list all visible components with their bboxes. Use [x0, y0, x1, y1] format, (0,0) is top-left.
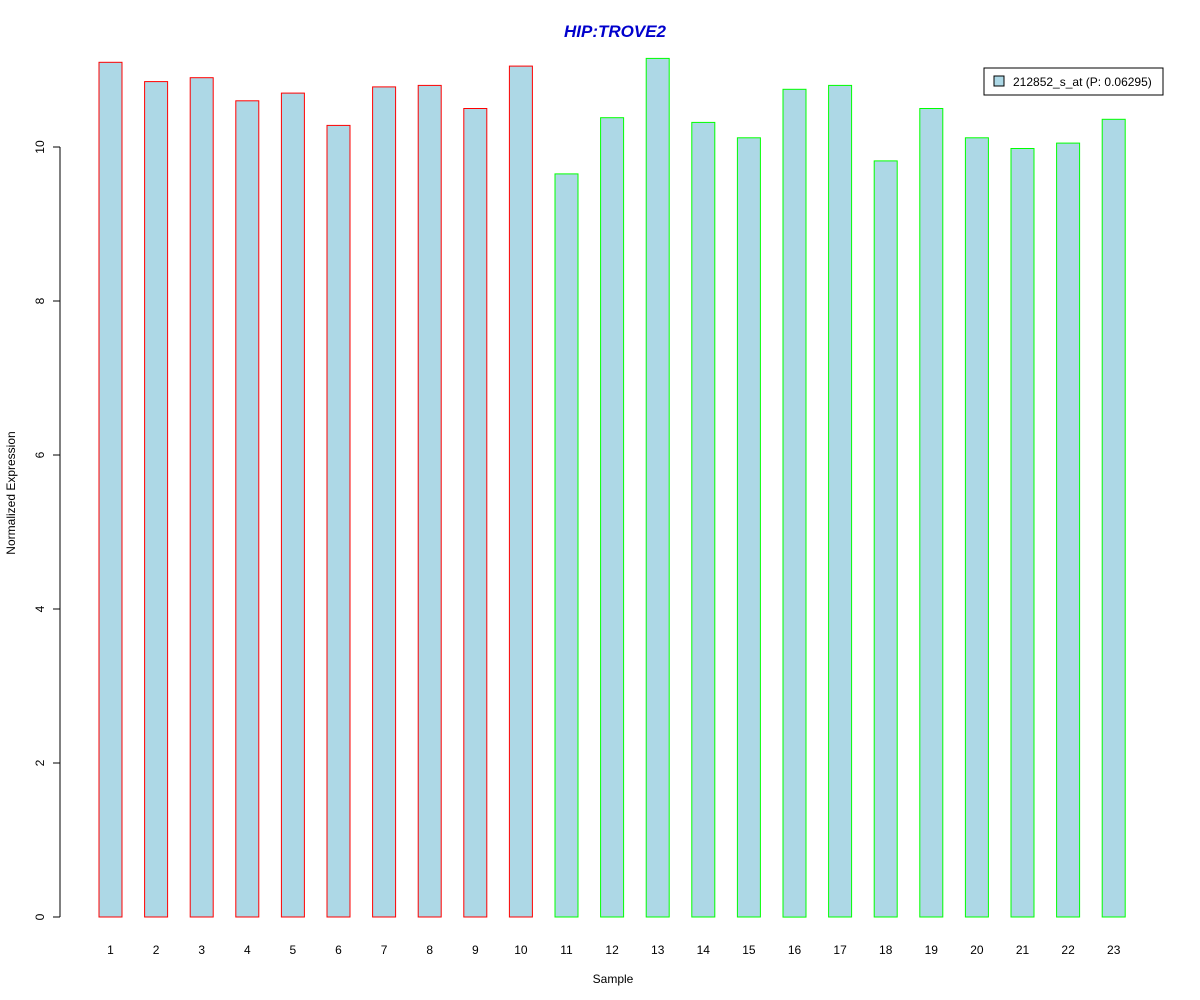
bar-sample-4: [235, 100, 260, 918]
x-tick-label: 9: [472, 943, 479, 957]
y-tick-label: 4: [33, 605, 47, 612]
x-tick-label: 23: [1107, 943, 1121, 957]
bar-sample-18: [873, 160, 898, 918]
bar-sample-12: [600, 117, 625, 918]
x-tick-label: 12: [605, 943, 619, 957]
bar-sample-1: [98, 61, 123, 918]
bar-sample-7: [372, 86, 397, 918]
bar-sample-13: [645, 57, 670, 918]
x-tick-label: 3: [198, 943, 205, 957]
x-tick-label: 6: [335, 943, 342, 957]
x-tick-label: 18: [879, 943, 893, 957]
bar-sample-6: [326, 124, 351, 918]
legend-label: 212852_s_at (P: 0.06295): [1013, 75, 1152, 89]
bar-sample-19: [919, 108, 944, 918]
y-tick-label: 8: [33, 297, 47, 304]
bar-sample-9: [463, 108, 488, 918]
bar-sample-11: [554, 173, 579, 918]
y-tick-label: 0: [33, 913, 47, 920]
x-tick-label: 7: [381, 943, 388, 957]
y-axis: 0 2 4 6 8 10: [33, 140, 61, 920]
bar-sample-8: [417, 84, 442, 918]
x-tick-label: 20: [970, 943, 984, 957]
y-tick-label: 2: [33, 759, 47, 766]
y-axis-label: Normalized Expression: [4, 431, 18, 554]
chart-title: HIP:TROVE2: [564, 22, 667, 41]
bar-sample-3: [189, 77, 214, 918]
x-tick-label: 17: [833, 943, 847, 957]
bar-sample-15: [736, 137, 761, 918]
x-tick-label: 4: [244, 943, 251, 957]
x-tick-label: 21: [1016, 943, 1030, 957]
bar-sample-17: [828, 84, 853, 918]
x-axis-label: Sample: [593, 972, 634, 986]
x-tick-label: 16: [788, 943, 802, 957]
x-tick-label: 22: [1061, 943, 1075, 957]
x-tick-label: 13: [651, 943, 665, 957]
legend-swatch: [993, 75, 1005, 87]
bar-sample-14: [691, 121, 716, 918]
x-tick-label: 10: [514, 943, 528, 957]
x-tick-label: 1: [107, 943, 114, 957]
x-tick-label: 5: [290, 943, 297, 957]
legend: 212852_s_at (P: 0.06295): [983, 67, 1164, 96]
legend-box: [983, 67, 1164, 96]
x-tick-labels: 1 2 3 4 5 6 7 8 9 10 11 12 13 14 15 16 17 18 19 20 21 22 23: [107, 943, 1121, 957]
x-tick-label: 11: [560, 943, 573, 957]
x-tick-label: 2: [153, 943, 160, 957]
y-tick-label: 10: [33, 140, 47, 154]
x-tick-label: 8: [426, 943, 433, 957]
bar-sample-20: [964, 137, 989, 918]
y-tick-label: 6: [33, 451, 47, 458]
bar-sample-16: [782, 88, 807, 918]
x-tick-label: 15: [742, 943, 756, 957]
bar-sample-23: [1101, 118, 1126, 918]
bar-sample-21: [1010, 148, 1035, 918]
bars-group: [98, 57, 1126, 918]
bar-sample-5: [280, 92, 305, 918]
bar-sample-22: [1056, 142, 1081, 918]
bar-sample-10: [508, 65, 533, 918]
bar-sample-2: [144, 81, 169, 918]
x-tick-label: 14: [697, 943, 711, 957]
x-tick-label: 19: [925, 943, 939, 957]
